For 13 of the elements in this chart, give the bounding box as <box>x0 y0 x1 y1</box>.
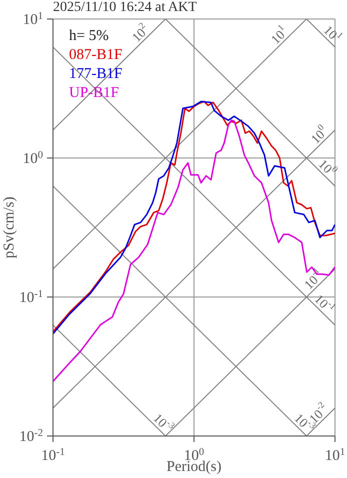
y-axis-title: pSv(cm/s) <box>1 196 18 258</box>
x-tick-label: 10$^{1}$ <box>324 446 346 464</box>
text: 177-B1F <box>69 65 122 84</box>
x-tick-label: 10$^{-1}$ <box>41 446 65 464</box>
y-tick-label: 10$^{1}$ <box>22 10 43 28</box>
legend-title: h= 5% <box>69 27 110 46</box>
y-tick-label: 10$^{0}$ <box>22 150 43 167</box>
y-tick-label: 10$^{-2}$ <box>19 428 43 445</box>
chart-title: 2025/11/10 16:24 at AKT <box>53 0 197 16</box>
text: UP-B1F <box>69 84 120 103</box>
text: 087-B1F <box>69 46 122 65</box>
y-tick-label: 10$^{-1}$ <box>19 288 43 306</box>
x-axis-title: Period(s) <box>166 459 222 475</box>
